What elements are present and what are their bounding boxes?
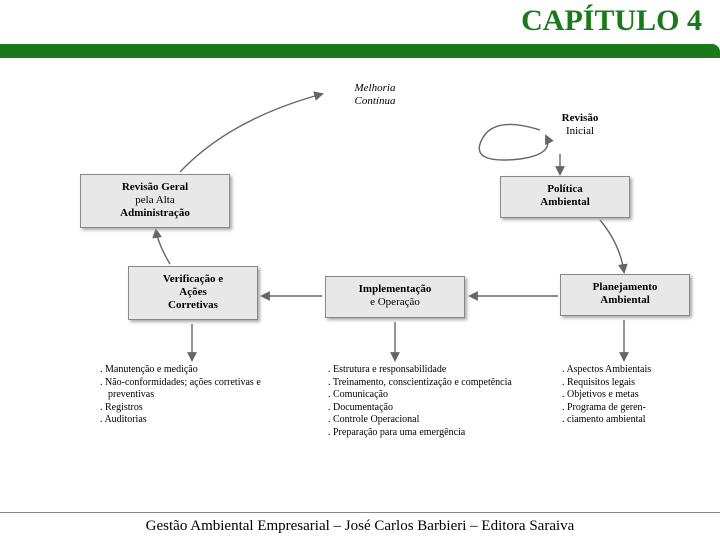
node-planejamento: PlanejamentoAmbiental — [560, 274, 690, 316]
node-implementacao: Implementaçãoe Operação — [325, 276, 465, 318]
arrow-ve_rg — [156, 230, 170, 264]
list-verificacao: . Manutenção e medição. Não-conformidade… — [100, 364, 300, 427]
node-verificacao: Verificação eAçõesCorretivas — [128, 266, 258, 320]
node-revisao_geral: Revisão Geralpela AltaAdministração — [80, 174, 230, 228]
diagram-area: Melhoria Contínua RevisãoInicial Política… — [0, 64, 720, 512]
footer-text: Gestão Ambiental Empresarial – José Carl… — [146, 518, 575, 534]
center-label-2: Contínua — [355, 95, 396, 107]
header-bar — [0, 44, 720, 58]
page-title: CAPÍTULO 4 — [521, 4, 702, 38]
node-revisao_inicial: RevisãoInicial — [530, 112, 630, 138]
footer: Gestão Ambiental Empresarial – José Carl… — [0, 512, 720, 540]
center-label-1: Melhoria — [355, 82, 396, 94]
list-implementacao: . Estrutura e responsabilidade. Treiname… — [328, 364, 538, 439]
node-politica_ambiental: PolíticaAmbiental — [500, 176, 630, 218]
list-planejamento: . Aspectos Ambientais. Requisitos legais… — [562, 364, 712, 427]
arrow-rg_mel — [180, 94, 322, 172]
center-label: Melhoria Contínua — [330, 82, 420, 108]
header: CAPÍTULO 4 — [0, 0, 720, 68]
arrow-pa_pl — [600, 220, 624, 272]
